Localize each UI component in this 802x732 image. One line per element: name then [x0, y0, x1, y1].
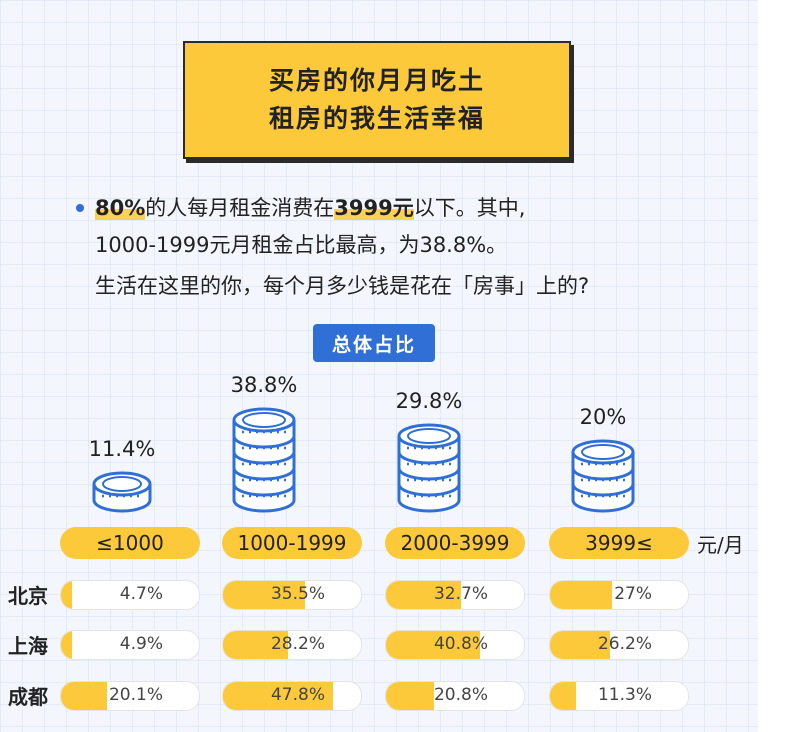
city-bar-1-3: 26.2% — [549, 630, 689, 660]
highlight-3999: 3999元 — [334, 196, 414, 220]
range-pill-3: 3999≤ — [549, 527, 689, 559]
city-label-1: 上海 — [8, 634, 48, 658]
intro-line-1: 80%的人每月租金消费在3999元以下。其中, — [95, 192, 525, 222]
city-bar-0-1: 35.5% — [222, 580, 362, 610]
city-label-0: 北京 — [8, 584, 48, 608]
bullet-icon — [76, 204, 84, 212]
city-bar-fill — [550, 581, 613, 609]
city-bar-1-2: 40.8% — [385, 630, 525, 660]
unit-label: 元/月 — [697, 533, 744, 557]
city-bar-fill — [223, 682, 333, 710]
city-bar-2-0: 20.1% — [60, 681, 200, 711]
city-bar-fill — [61, 581, 72, 609]
city-label-2: 成都 — [8, 685, 48, 709]
city-bar-fill — [550, 682, 576, 710]
intro-line-2: 1000-1999元月租金占比最高，为38.8%。 — [95, 233, 508, 257]
city-bar-value: 47.8% — [270, 685, 325, 705]
overall-percent-0: 11.4% — [88, 437, 156, 461]
page-edge — [758, 0, 802, 732]
intro-line-3: 生活在这里的你，每个月多少钱是花在「房事」上的? — [95, 274, 590, 298]
city-bar-value: 11.3% — [597, 685, 652, 705]
title-line-2: 租房的我生活幸福 — [268, 104, 485, 133]
intro-text: 的人每月租金消费在 — [145, 196, 335, 220]
title-banner: 买房的你月月吃土 租房的我生活幸福 — [183, 41, 571, 159]
title-line-1: 买房的你月月吃土 — [268, 66, 485, 95]
city-bar-fill — [550, 631, 611, 659]
city-bar-value: 20.8% — [433, 685, 488, 705]
city-bar-2-1: 47.8% — [222, 681, 362, 711]
city-bar-1-1: 28.2% — [222, 630, 362, 660]
city-bar-value: 40.8% — [433, 634, 488, 654]
city-bar-0-2: 32.7% — [385, 580, 525, 610]
coin-stack-1 — [232, 407, 296, 513]
city-bar-fill — [386, 682, 434, 710]
range-pill-1: 1000-1999 — [222, 527, 362, 559]
city-bar-fill — [223, 581, 305, 609]
highlight-80: 80% — [95, 196, 146, 220]
city-bar-0-3: 27% — [549, 580, 689, 610]
city-bar-value: 32.7% — [433, 584, 488, 604]
overall-label: 总体占比 — [313, 324, 435, 362]
range-pill-0: ≤1000 — [60, 527, 200, 559]
city-bar-value: 4.7% — [119, 584, 163, 604]
city-bar-value: 26.2% — [597, 634, 652, 654]
city-bar-fill — [386, 631, 480, 659]
city-bar-2-3: 11.3% — [549, 681, 689, 711]
city-bar-fill — [223, 631, 288, 659]
city-bar-fill — [386, 581, 462, 609]
intro-text-2: 以下。其中, — [413, 196, 526, 220]
city-bar-0-0: 4.7% — [60, 580, 200, 610]
city-bar-value: 27% — [614, 584, 652, 604]
overall-percent-3: 20% — [579, 405, 627, 429]
overall-percent-2: 29.8% — [395, 389, 463, 413]
overall-percent-1: 38.8% — [230, 373, 298, 397]
coin-stack-2 — [397, 423, 461, 513]
city-bar-value: 28.2% — [270, 634, 325, 654]
coin-stack-0 — [92, 471, 152, 513]
city-bar-fill — [61, 682, 108, 710]
city-bar-value: 20.1% — [108, 685, 163, 705]
city-bar-fill — [61, 631, 73, 659]
city-bar-2-2: 20.8% — [385, 681, 525, 711]
range-pill-2: 2000-3999 — [385, 527, 525, 559]
city-bar-1-0: 4.9% — [60, 630, 200, 660]
city-bar-value: 35.5% — [270, 584, 325, 604]
coin-stack-3 — [571, 439, 635, 513]
city-bar-value: 4.9% — [119, 634, 163, 654]
